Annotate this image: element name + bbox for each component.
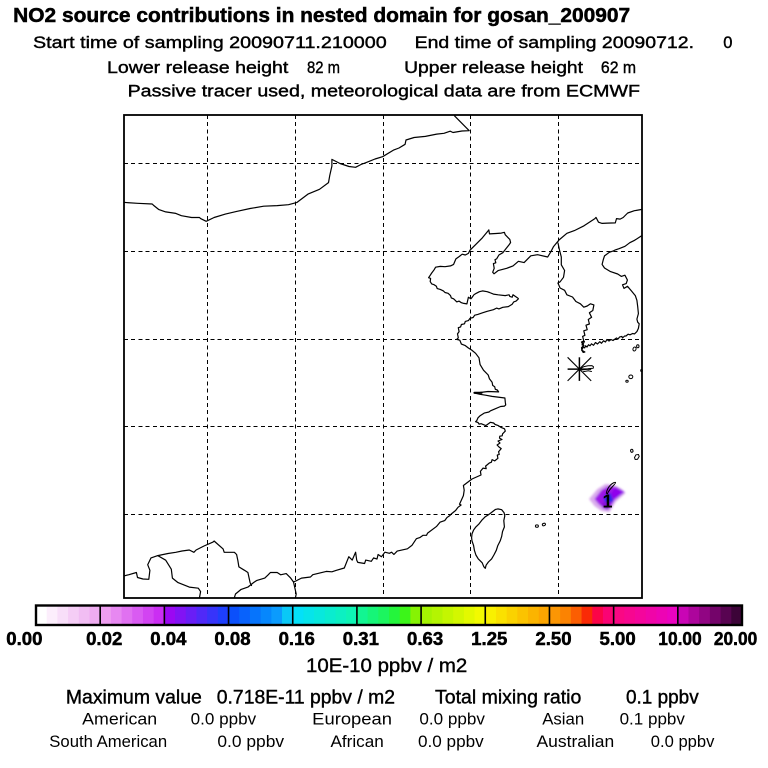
svg-text:NO2 source contributions in ne: NO2 source contributions in nested domai… (13, 5, 630, 27)
svg-text:0.718E-11 ppbv / m2: 0.718E-11 ppbv / m2 (217, 686, 395, 708)
svg-text:American: American (82, 710, 157, 729)
svg-text:1: 1 (602, 492, 612, 512)
svg-text:Start time of sampling 2009071: Start time of sampling 20090711.210000 (33, 34, 387, 52)
svg-text:African: African (331, 732, 384, 751)
svg-text:0.0 ppbv: 0.0 ppbv (191, 710, 257, 729)
svg-text:0.0 ppbv: 0.0 ppbv (217, 732, 284, 751)
svg-text:0.1 ppbv: 0.1 ppbv (620, 710, 686, 729)
svg-text:0.08: 0.08 (214, 629, 250, 649)
svg-text:Maximum value: Maximum value (66, 686, 202, 708)
svg-text:Australian: Australian (537, 732, 615, 751)
svg-text:5.00: 5.00 (600, 629, 636, 649)
svg-text:10.00: 10.00 (658, 629, 701, 649)
svg-text:0.0 ppbv: 0.0 ppbv (651, 732, 715, 751)
svg-text:0.02: 0.02 (86, 629, 122, 649)
svg-text:0.1 ppbv: 0.1 ppbv (626, 686, 699, 708)
svg-text:0.31: 0.31 (343, 629, 379, 649)
svg-text:South American: South American (49, 732, 167, 751)
svg-text:1.25: 1.25 (471, 629, 507, 649)
svg-text:0.0 ppbv: 0.0 ppbv (419, 710, 485, 729)
svg-text:82 m: 82 m (307, 59, 340, 77)
svg-text:0: 0 (723, 34, 732, 52)
svg-text:62 m: 62 m (601, 59, 636, 77)
svg-text:0.00: 0.00 (6, 629, 42, 649)
svg-text:Upper release height: Upper release height (404, 59, 583, 77)
svg-text:0.63: 0.63 (407, 629, 443, 649)
svg-text:Total mixing ratio: Total mixing ratio (435, 686, 581, 708)
svg-text:2.50: 2.50 (535, 629, 571, 649)
svg-text:10E-10 ppbv / m2: 10E-10 ppbv / m2 (306, 655, 467, 677)
svg-text:0.16: 0.16 (279, 629, 315, 649)
svg-text:20.00: 20.00 (714, 629, 757, 649)
svg-text:0.0 ppbv: 0.0 ppbv (418, 732, 484, 751)
svg-text:Lower release height: Lower release height (107, 59, 289, 77)
svg-text:Asian: Asian (542, 710, 584, 729)
svg-text:European: European (312, 710, 392, 729)
svg-text:0.04: 0.04 (150, 629, 186, 649)
svg-text:Passive tracer used, meteorolo: Passive tracer used, meteorological data… (128, 82, 640, 100)
svg-text:End time of sampling 20090712.: End time of sampling 20090712. (415, 34, 694, 52)
